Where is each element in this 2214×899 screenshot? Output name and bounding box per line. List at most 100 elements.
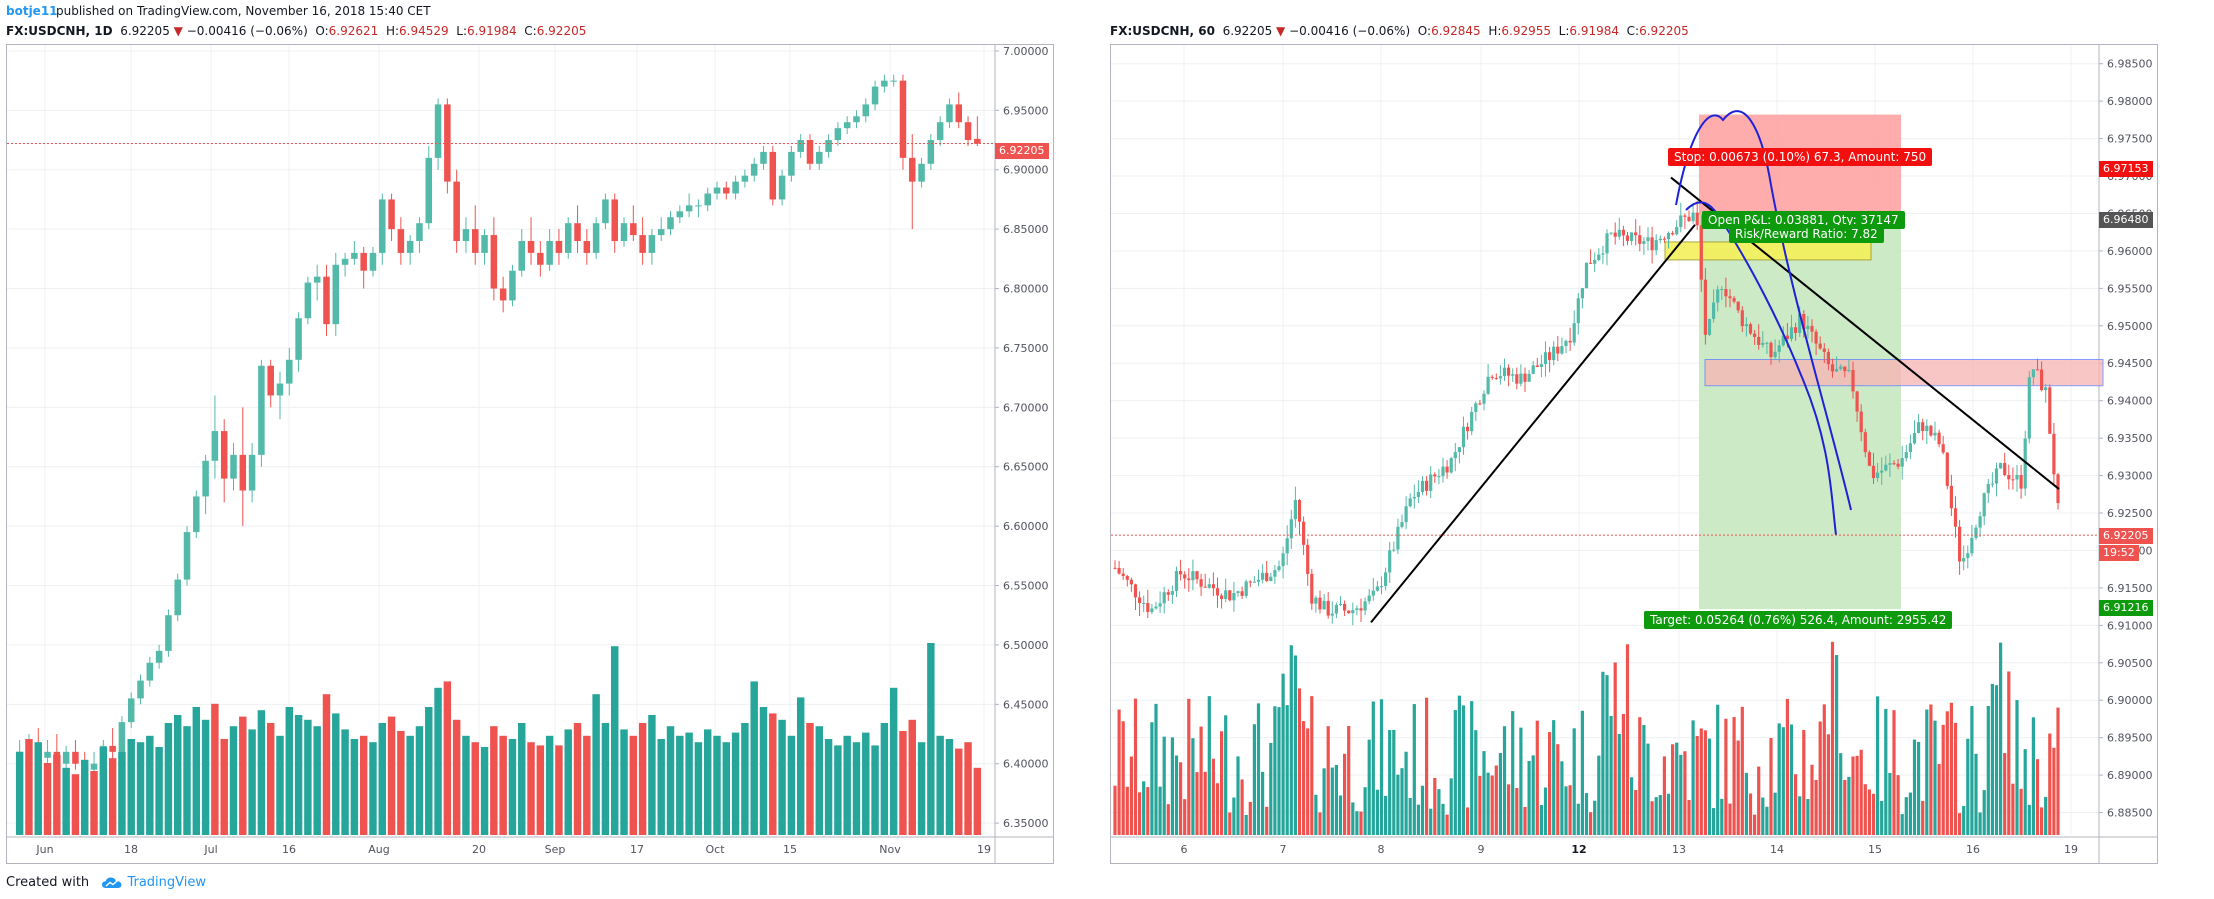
- volume-bar: [1720, 798, 1724, 835]
- volume-bar: [862, 732, 870, 835]
- volume-bar: [1888, 773, 1892, 835]
- candle-body: [90, 763, 98, 770]
- footer: Created with TradingView: [6, 872, 206, 894]
- candle-body: [1929, 425, 1933, 436]
- candle-body: [360, 252, 367, 271]
- candle-body: [1732, 298, 1736, 302]
- candle-body: [1470, 411, 1474, 432]
- volume-bar: [694, 742, 703, 835]
- y-tick-label: 6.91000: [2107, 619, 2153, 632]
- candle-body: [1408, 498, 1412, 507]
- volume-bar: [1781, 727, 1785, 835]
- candle-body: [1535, 365, 1539, 367]
- candle-body: [1556, 346, 1560, 354]
- candle-body: [639, 235, 646, 253]
- candle-body: [1289, 519, 1293, 539]
- candle-body: [1355, 608, 1359, 610]
- candle-body: [1277, 566, 1281, 571]
- left-open: 6.92621: [328, 24, 379, 38]
- x-tick-label: 16: [1966, 843, 1980, 856]
- volume-bar: [1240, 779, 1244, 835]
- candle-body: [1322, 600, 1326, 610]
- candle-body: [1515, 374, 1519, 384]
- volume-bar: [1716, 704, 1720, 835]
- down-arrow-icon: ▼: [173, 24, 183, 38]
- candle-body: [1707, 318, 1712, 335]
- candle-body: [1174, 571, 1179, 592]
- yellow-zone: [1664, 241, 1872, 261]
- candle-body: [1933, 432, 1937, 436]
- volume-bar: [564, 729, 572, 835]
- volume-bar: [1806, 798, 1810, 835]
- candle-body: [1945, 452, 1949, 486]
- volume-bar: [341, 729, 349, 835]
- volume-bar: [1999, 642, 2003, 835]
- volume-bar: [1982, 790, 1986, 835]
- volume-bar: [1556, 744, 1560, 835]
- volume-bar: [1289, 645, 1293, 835]
- candle-body: [667, 217, 674, 230]
- candle-body: [146, 662, 154, 681]
- volume-bar: [2044, 796, 2048, 835]
- volume-bar: [1802, 729, 1806, 835]
- candle-body: [1404, 506, 1408, 523]
- candle-body: [1154, 606, 1158, 609]
- candle-body: [1359, 608, 1363, 611]
- volume-bar: [387, 716, 396, 835]
- author-username[interactable]: botje11: [6, 4, 58, 18]
- volume-bar: [1818, 721, 1822, 835]
- candle-body: [1699, 225, 1703, 280]
- volume-bar: [1359, 811, 1363, 835]
- entry-price-tag: 6.96480: [2099, 212, 2153, 228]
- y-tick-label: 6.91500: [2107, 582, 2153, 595]
- left-chart-pane[interactable]: 7.00000 6.95000 6.90000 6.85000 6.80000 6.750…: [6, 44, 1054, 864]
- volume-bar: [1703, 730, 1707, 835]
- x-tick-label: 19: [977, 843, 991, 856]
- candle-body: [1273, 570, 1277, 577]
- tradingview-cloud-icon: [102, 876, 122, 888]
- left-chart-canvas[interactable]: 7.00000 6.95000 6.90000 6.85000 6.80000 6.750…: [7, 45, 1053, 863]
- candle-body: [834, 128, 842, 141]
- volume-bar: [899, 731, 907, 835]
- candle-body: [1851, 370, 1855, 392]
- left-change: −0.00416 (−0.06%): [186, 24, 308, 38]
- volume-bar: [731, 732, 740, 835]
- volume-bar: [1621, 714, 1625, 835]
- volume-bar: [25, 739, 33, 835]
- candle-body: [1662, 238, 1666, 240]
- candle-body: [741, 175, 749, 182]
- candle-body: [1712, 302, 1716, 319]
- right-close: 6.92205: [1639, 24, 1689, 38]
- candle-body: [1302, 521, 1306, 545]
- candle-body: [1203, 586, 1207, 588]
- volume-bar: [638, 723, 647, 835]
- volume-bar: [1691, 720, 1695, 835]
- volume-bar: [1338, 795, 1343, 835]
- volume-bar: [1609, 715, 1613, 835]
- volume-bar: [1576, 803, 1580, 835]
- volume-bar: [1789, 724, 1794, 835]
- candle-body: [546, 241, 553, 265]
- candle-body: [1228, 590, 1232, 601]
- volume-bar: [1605, 675, 1609, 835]
- volume-bar: [1757, 766, 1761, 835]
- candle-body: [1498, 376, 1502, 379]
- candle-body: [1343, 603, 1347, 611]
- candle-body: [676, 211, 684, 218]
- volume-bar: [1826, 734, 1830, 835]
- volume-bar: [1867, 789, 1871, 835]
- volume-bar: [750, 681, 758, 835]
- candle-body: [2019, 474, 2023, 489]
- volume-bar: [332, 713, 340, 835]
- candle-body: [713, 187, 721, 194]
- volume-bar: [815, 726, 824, 835]
- right-chart-canvas[interactable]: 6.985006.980006.975006.970006.965006.960…: [1111, 45, 2157, 863]
- right-chart-pane[interactable]: 6.985006.980006.975006.970006.965006.960…: [1110, 44, 2158, 864]
- volume-bar: [1830, 641, 1835, 835]
- y-tick-label: 6.96000: [2107, 245, 2153, 258]
- candle-body: [1482, 393, 1486, 404]
- volume-bar: [2056, 707, 2060, 835]
- tradingview-brand[interactable]: TradingView: [101, 875, 206, 890]
- candle-body: [1994, 468, 1999, 484]
- candle-body: [1982, 493, 1986, 517]
